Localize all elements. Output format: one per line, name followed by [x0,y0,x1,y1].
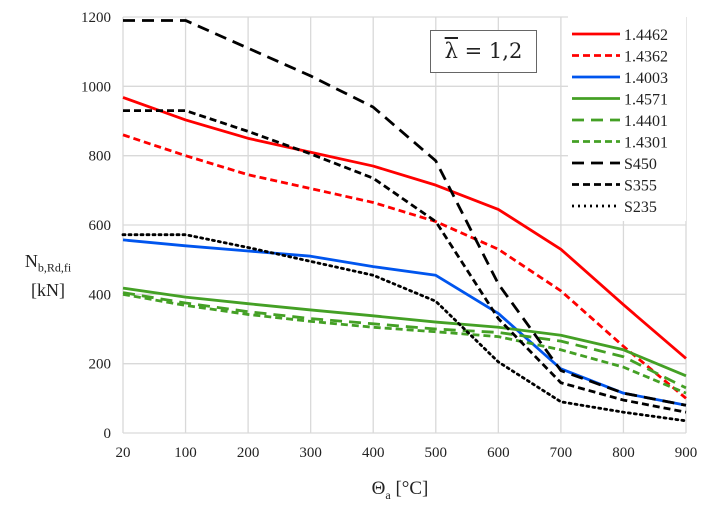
x-tick-label: 100 [174,445,197,461]
x-tick-label: 400 [362,445,385,461]
legend-label-S355: S355 [624,178,657,195]
y-label-unit: [kN] [31,279,65,300]
y-tick-label: 1200 [81,10,111,26]
x-tick-label: 20 [116,445,131,461]
x-label-main: Θ [371,478,386,499]
y-tick-label: 600 [89,218,112,234]
series-line-S355 [123,109,687,414]
series-line-1.4003 [122,238,687,407]
series-line-1.4362 [122,133,687,400]
x-label-unit: [°C] [390,478,429,499]
x-axis-label: Θa [°C] [340,478,460,503]
y-label-main: N [24,251,38,271]
legend-label-1.4362: 1.4362 [624,49,668,66]
y-axis-label: Nb,Rd,fi [kN] [8,250,88,301]
legend-label-1.4003: 1.4003 [624,70,668,87]
legend-label-1.4462: 1.4462 [624,27,668,44]
x-tick-label: 900 [675,445,698,461]
legend-label-1.4571: 1.4571 [624,92,668,109]
y-label-sub: b,Rd,fi [37,260,72,275]
series-line-1.4401 [122,291,687,390]
x-tick-label: 200 [237,445,260,461]
x-tick-label: 800 [612,445,635,461]
y-tick-label: 200 [89,357,112,373]
y-tick-label: 800 [89,149,112,165]
series-line-S235 [121,233,688,423]
legend-label-S450: S450 [624,156,657,173]
series-line-1.4462 [122,96,687,360]
x-tick-label: 300 [299,445,322,461]
series-line-1.4301 [122,292,687,395]
lambda-symbol: λ [444,39,458,63]
x-tick-label: 700 [550,445,573,461]
x-label-sub: a [385,487,391,502]
legend-label-1.4401: 1.4401 [624,113,668,130]
series-line-S450 [123,19,687,407]
x-tick-label: 500 [425,445,448,461]
y-tick-label: 400 [89,287,112,303]
y-tick-label: 1000 [81,79,111,95]
series-line-1.4571 [122,286,687,378]
legend-label-1.4301: 1.4301 [624,135,668,152]
legend-label-S235: S235 [624,199,657,216]
lambda-value: = 1,2 [457,39,523,63]
legend-box [568,16,686,221]
y-tick-label: 0 [104,426,112,442]
lambda-annotation: λ = 1,2 [430,30,537,73]
x-tick-label: 600 [487,445,510,461]
